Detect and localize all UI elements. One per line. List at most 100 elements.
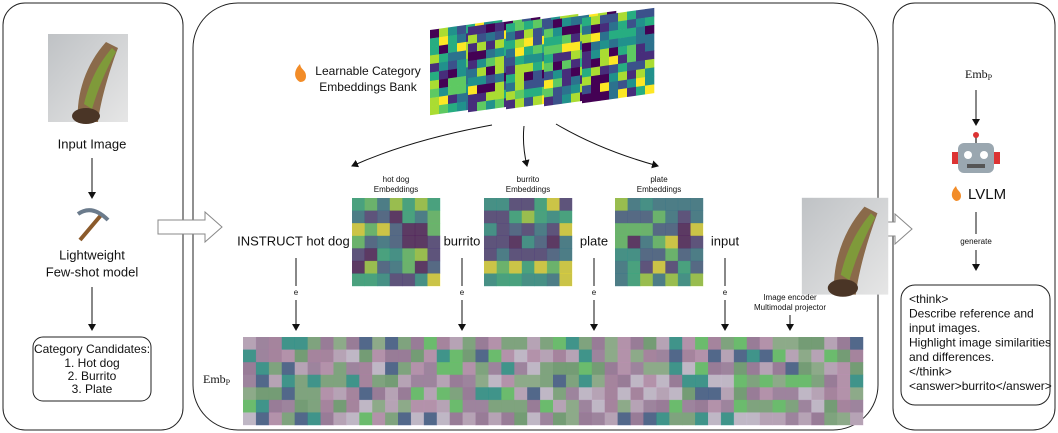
grid-cell [450, 337, 463, 350]
grid-cell [669, 375, 682, 388]
grid-cell [631, 400, 644, 413]
grid-cell [448, 94, 457, 104]
grid-cell [514, 375, 527, 388]
grid-cell [640, 261, 653, 274]
grid-cell [333, 362, 346, 375]
grid-cell [522, 223, 535, 236]
grid-cell [600, 91, 609, 101]
grid-cell [811, 387, 824, 400]
grid-cell [398, 387, 411, 400]
grid-cell [282, 400, 295, 413]
grid-cell [760, 362, 773, 375]
grid-cell [678, 248, 691, 261]
grid-cell [605, 362, 618, 375]
grid-cell [509, 236, 522, 249]
grid-cell [256, 387, 269, 400]
grid-cell [773, 387, 786, 400]
grid-cell [653, 261, 666, 274]
grid-cell [522, 261, 535, 274]
grid-cell [365, 273, 378, 286]
grid-cell [497, 236, 510, 249]
grid-cell [592, 337, 605, 350]
grid-cell [457, 76, 466, 86]
grid-cell [631, 375, 644, 388]
grid-cell [457, 93, 466, 103]
grid-cell [566, 375, 579, 388]
grid-cell [591, 49, 600, 59]
grid-cell [243, 337, 256, 350]
grid-cell [682, 412, 695, 425]
grid-cell [534, 236, 547, 249]
grid-cell [477, 84, 486, 94]
grid-cell [346, 400, 359, 413]
grid-cell [468, 26, 477, 36]
candidates-title: Category Candidates: [34, 342, 150, 356]
grid-cell [501, 350, 514, 363]
grid-cell [571, 84, 580, 94]
grid-cell [439, 36, 448, 46]
grid-cell [427, 248, 440, 261]
grid-cell [579, 375, 592, 388]
grid-cell [495, 47, 504, 57]
grid-cell [582, 85, 591, 95]
grid-cell [509, 211, 522, 224]
output-line: Highlight image similarities [909, 336, 1051, 350]
grid-cell [522, 198, 535, 211]
grid-cell [678, 273, 691, 286]
grid-cell [540, 350, 553, 363]
grid-cell [734, 362, 747, 375]
grid-cell [448, 35, 457, 45]
grid-cell [592, 412, 605, 425]
grid-cell [359, 387, 372, 400]
grid-cell [760, 337, 773, 350]
grid-cell [468, 94, 477, 104]
grid-cell [372, 337, 385, 350]
grid-cell [627, 36, 636, 46]
grid-cell [390, 198, 403, 211]
grid-cell [282, 337, 295, 350]
grid-cell [509, 248, 522, 261]
grid-cell [600, 48, 609, 58]
grid-cell [627, 27, 636, 37]
grid-cell [437, 412, 450, 425]
grid-cell [553, 44, 562, 54]
grid-cell [524, 37, 533, 47]
grid-cell [734, 400, 747, 413]
grid-cell [628, 273, 641, 286]
grid-cell [627, 61, 636, 71]
grid-cell [501, 337, 514, 350]
grid-cell [837, 375, 850, 388]
grid-cell [600, 23, 609, 33]
grid-cell [437, 362, 450, 375]
grid-cell [656, 375, 669, 388]
grid-cell [615, 223, 628, 236]
grid-cell [798, 350, 811, 363]
grid-cell [656, 400, 669, 413]
grid-cell [571, 41, 580, 51]
grid-cell [372, 375, 385, 388]
grid-cell [837, 337, 850, 350]
grid-cell [450, 375, 463, 388]
grid-cell [544, 37, 553, 47]
grid-cell [640, 198, 653, 211]
grid-cell [282, 412, 295, 425]
grid-cell [269, 337, 282, 350]
grid-cell [533, 36, 542, 46]
grid-cell [653, 211, 666, 224]
grid-cell [850, 400, 863, 413]
grid-cell [515, 72, 524, 82]
grid-cell [506, 82, 515, 92]
grid-cell [566, 387, 579, 400]
grid-cell [690, 248, 703, 261]
grid-cell [495, 22, 504, 32]
grid-cell [486, 49, 495, 59]
grid-cell [544, 96, 553, 106]
grid-cell [497, 198, 510, 211]
grid-cell [476, 350, 489, 363]
output-line: <think> [909, 292, 948, 306]
grid-cell [256, 362, 269, 375]
grid-cell [708, 387, 721, 400]
output-line: and differences. [909, 350, 994, 364]
grid-cell [811, 412, 824, 425]
grid-cell [346, 362, 359, 375]
